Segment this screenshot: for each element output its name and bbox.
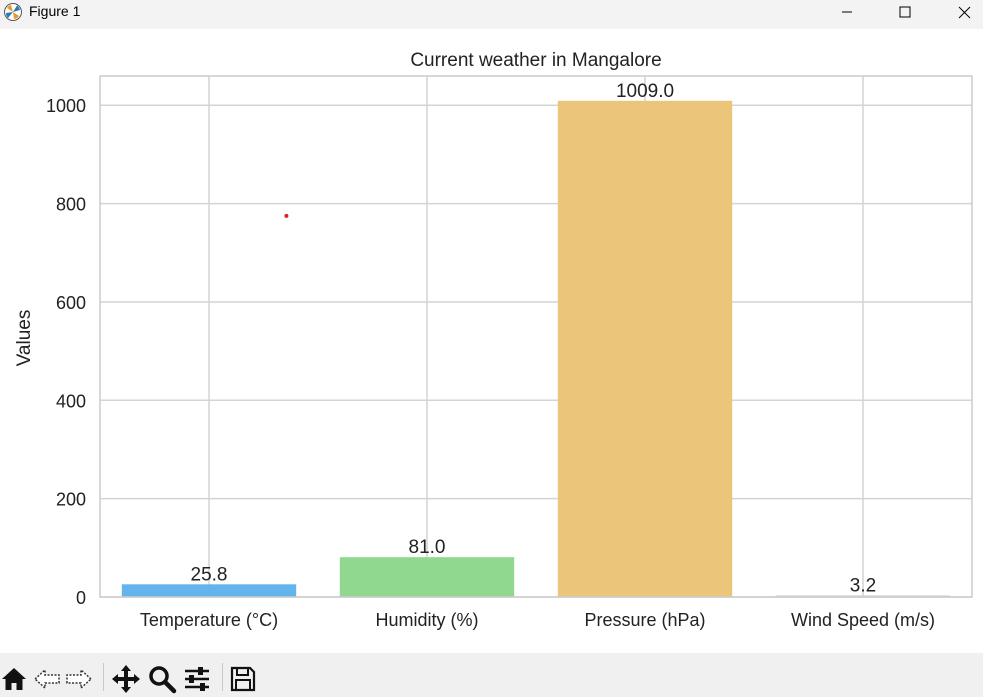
maximize-button[interactable] bbox=[882, 0, 928, 24]
x-tick-label: Humidity (%) bbox=[375, 610, 478, 630]
zoom-button[interactable] bbox=[147, 664, 177, 694]
maximize-icon bbox=[899, 6, 911, 18]
y-tick-label: 1000 bbox=[46, 96, 86, 116]
forward-arrow-icon bbox=[66, 668, 93, 690]
bar-chart: 0 200 400 600 800 1000 25.8 Temperature (°C) 81.… bbox=[14, 50, 973, 630]
back-button[interactable] bbox=[32, 664, 62, 694]
navigation-toolbar bbox=[0, 653, 983, 697]
bar-value-label: 1009.0 bbox=[616, 81, 674, 102]
bar-2 bbox=[557, 100, 733, 598]
forward-button[interactable] bbox=[64, 664, 94, 694]
bar-1 bbox=[339, 557, 515, 597]
matplotlib-logo-icon bbox=[4, 3, 22, 21]
close-button[interactable] bbox=[941, 0, 983, 24]
bar-value-label: 81.0 bbox=[409, 537, 446, 558]
close-icon bbox=[958, 6, 970, 18]
figure-canvas: 0 200 400 600 800 1000 25.8 Temperature (°C) 81.… bbox=[0, 29, 983, 653]
window-title: Figure 1 bbox=[29, 3, 81, 19]
y-tick-label: 600 bbox=[56, 293, 86, 313]
toolbar-separator bbox=[222, 663, 223, 691]
toolbar-separator bbox=[103, 663, 104, 691]
bar-value-label: 25.8 bbox=[191, 564, 228, 585]
axes-frame bbox=[99, 75, 973, 598]
x-tick-label: Wind Speed (m/s) bbox=[791, 610, 935, 630]
home-button[interactable] bbox=[0, 664, 29, 694]
chart-title: Current weather in Mangalore bbox=[410, 50, 661, 71]
window-titlebar: Figure 1 bbox=[0, 0, 983, 29]
save-icon bbox=[230, 666, 256, 692]
pan-icon bbox=[112, 665, 140, 693]
x-tick-label: Pressure (hPa) bbox=[584, 610, 705, 630]
annotation-point bbox=[284, 213, 289, 218]
y-tick-label: 0 bbox=[76, 588, 86, 608]
zoom-icon bbox=[149, 666, 177, 694]
pan-button[interactable] bbox=[111, 664, 141, 694]
bar-0 bbox=[121, 584, 297, 597]
configure-subplots-icon bbox=[185, 667, 209, 691]
back-arrow-icon bbox=[33, 668, 60, 690]
save-button[interactable] bbox=[228, 664, 258, 694]
y-tick-label: 400 bbox=[56, 391, 86, 411]
bar-value-label: 3.2 bbox=[850, 575, 876, 596]
configure-subplots-button[interactable] bbox=[182, 664, 212, 694]
y-tick-label: 200 bbox=[56, 490, 86, 510]
bar-3 bbox=[775, 595, 951, 597]
minimize-icon bbox=[842, 11, 852, 13]
y-axis-label: Values bbox=[14, 310, 35, 367]
y-tick-label: 800 bbox=[56, 195, 86, 215]
x-tick-label: Temperature (°C) bbox=[140, 610, 278, 630]
home-icon bbox=[2, 668, 26, 690]
minimize-button[interactable] bbox=[824, 0, 870, 24]
